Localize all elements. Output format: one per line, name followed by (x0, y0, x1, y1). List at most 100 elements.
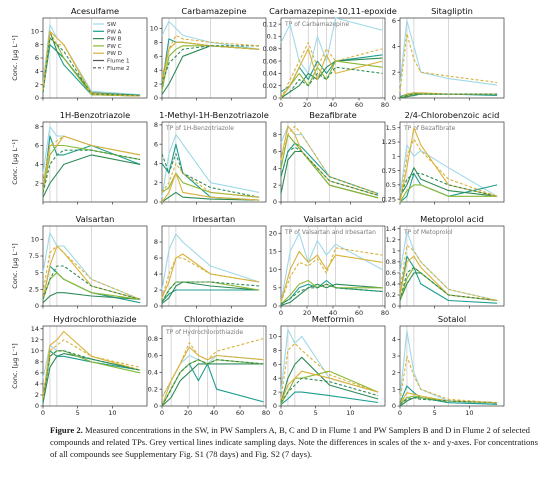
legend-label: PW A (107, 29, 122, 35)
y-tick-label: 0 (35, 302, 39, 310)
y-tick-label: 1.4 (386, 225, 396, 233)
panel-bezafibrate: Bezafibrate 0 2 4 6 8 (273, 110, 386, 206)
plot-frame (399, 225, 505, 307)
y-tick-label: 2 (35, 81, 39, 89)
series-pw-d-flume-1 (280, 250, 383, 303)
x-tick-label: 80 (381, 309, 389, 317)
x-tick-label: 10 (346, 409, 354, 417)
y-tick-label: 2 (273, 388, 277, 396)
series-pw-b-flume-1 (161, 281, 260, 305)
tp-annotation: TP of Carbamazepine (284, 21, 349, 28)
legend-label: PW D (107, 51, 122, 57)
panel-title: Valsartan acid (304, 214, 363, 224)
series-sw-flume-1 (161, 133, 260, 198)
plot-frame (399, 121, 505, 203)
y-tick-label: 0.6 (148, 352, 158, 360)
y-tick-label: 1.25 (382, 138, 396, 146)
y-tick-label: 4 (35, 68, 39, 76)
caption-text: Measured concentrations in the SW, in PW… (50, 425, 538, 460)
y-tick-label: 10 (31, 347, 39, 355)
x-axis-label: Days (206, 419, 223, 420)
series-pw-b-flume-2 (42, 265, 141, 300)
plot-frame (161, 325, 267, 407)
y-tick-label: 6 (273, 148, 277, 156)
x-tick-label: 40 (329, 101, 337, 109)
y-tick-label: 0 (392, 402, 396, 410)
x-tick-label: 10 (108, 409, 116, 417)
y-tick-label: 0 (392, 302, 396, 310)
y-tick-label: 8 (154, 238, 158, 246)
y-tick-label: 2 (154, 80, 158, 88)
series-pw-d-flume-2 (399, 244, 498, 302)
y-tick-label: 0.4 (386, 280, 396, 288)
y-tick-label: 0.08 (263, 45, 277, 53)
series-pw-d-flume-1 (42, 30, 141, 97)
series-pw-b-flume-2 (399, 266, 498, 302)
x-tick-label: 60 (355, 101, 363, 109)
x-tick-label: 80 (381, 101, 389, 109)
x-tick-label: 20 (303, 309, 311, 317)
panel-title: 1H-Benzotriazole (60, 110, 131, 120)
panel-sotalol: Sotalol 0 1 2 3 4 0 5 10 Days (392, 314, 505, 420)
y-tick-label: 2 (35, 391, 39, 399)
x-tick-label: 80 (262, 409, 270, 417)
plot-frame (161, 17, 267, 99)
y-tick-label: 1 (392, 247, 396, 255)
y-tick-label: 7.5 (29, 252, 39, 260)
x-tick-label: 20 (303, 101, 311, 109)
series-sw-flume-1 (399, 20, 498, 86)
y-tick-label: 0 (273, 198, 277, 206)
y-tick-label: 0.4 (148, 369, 158, 377)
x-tick-label: 60 (355, 309, 363, 317)
series-sw-flume-1 (399, 144, 498, 197)
x-tick-label: 60 (236, 409, 244, 417)
y-tick-label: 1 (392, 152, 396, 160)
y-tick-label: 10 (269, 266, 277, 274)
legend-label: Flume 2 (107, 66, 130, 72)
x-tick-label: 0 (279, 309, 283, 317)
series-pw-a-flume-1 (42, 135, 141, 193)
caption-label: Figure 2. (50, 425, 83, 435)
x-axis-label: Days (444, 419, 461, 420)
y-tick-label: 0.6 (386, 269, 396, 277)
series-pw-d-flume-2 (399, 32, 498, 92)
series-pw-d-flume-2 (280, 247, 383, 303)
series-pw-d-flume-1 (399, 392, 498, 405)
series-pw-b-flume-2 (161, 45, 260, 85)
legend-label: PW B (107, 37, 122, 43)
y-tick-label: 0.8 (386, 258, 396, 266)
series-pw-c-flume-1 (280, 279, 383, 305)
x-axis-label: Days (87, 419, 104, 420)
y-tick-label: 0 (273, 402, 277, 410)
series-pw-b-flume-2 (42, 37, 141, 96)
legend-label: PW C (107, 44, 122, 50)
panel-valsartan-acid: Valsartan acid TP of Valsartan and Irbesa… (269, 214, 389, 317)
series-pw-b-flume-2 (399, 93, 498, 99)
y-tick-label: 10 (31, 236, 39, 244)
plot-frame (280, 325, 386, 407)
series-pw-d-flume-2 (280, 42, 383, 99)
x-tick-label: 5 (314, 409, 318, 417)
y-tick-label: 0 (154, 198, 158, 206)
y-tick-label: 6 (154, 254, 158, 262)
x-tick-label: 0 (279, 409, 283, 417)
series-pw-b-flume-1 (42, 154, 141, 198)
y-tick-label: 0.12 (263, 20, 277, 28)
series-sw-flume-1 (161, 233, 260, 291)
y-tick-label: 8 (35, 358, 39, 366)
y-tick-label: 4 (35, 380, 39, 388)
y-tick-label: 0.02 (263, 82, 277, 90)
series-pw-d-flume-2 (161, 162, 260, 198)
panel-title: Chlorothiazide (184, 314, 244, 324)
y-tick-label: 0 (35, 402, 39, 410)
y-axis-label: Conc. [µg L⁻¹] (11, 343, 19, 388)
series-pw-b-flume-2 (280, 66, 383, 99)
legend-label: Flume 1 (107, 59, 130, 65)
series-pw-d-flume-1 (161, 172, 260, 203)
panel-title: Metformin (312, 314, 354, 324)
y-tick-label: 0 (154, 94, 158, 102)
panel-title: Sitagliptin (431, 6, 473, 16)
y-tick-label: 1.2 (386, 236, 396, 244)
series-pw-b-flume-2 (42, 149, 141, 193)
